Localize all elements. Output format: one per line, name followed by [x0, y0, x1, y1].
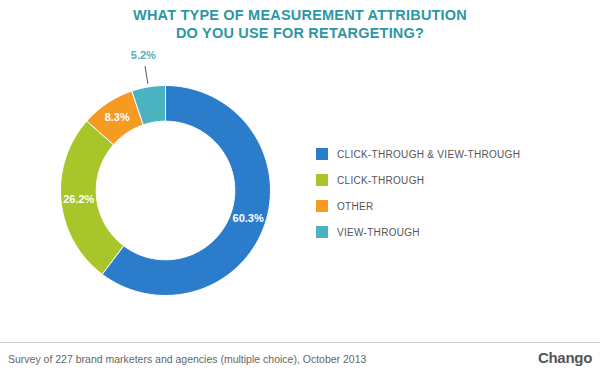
svg-text:26.2%: 26.2% [63, 193, 94, 205]
html-text:OTHER: OTHER [337, 200, 374, 212]
svg-text:5.2%: 5.2% [131, 50, 156, 61]
html-text:WHAT TYPE OF MEASUREMENT ATTRI: WHAT TYPE OF MEASUREMENT ATTRIBUTION DO … [133, 7, 467, 41]
html-text:Survey of 227 brand marketers: Survey of 227 brand marketers and agenci… [8, 353, 367, 365]
html-text:CLICK-THROUGH: CLICK-THROUGH [337, 174, 425, 186]
html-text:VIEW-THROUGH: VIEW-THROUGH [337, 226, 420, 238]
svg-text:60.3%: 60.3% [233, 212, 264, 224]
svg-text:8.3%: 8.3% [105, 111, 130, 123]
html-text:Chango: Chango [538, 349, 592, 366]
html-text:CLICK-THROUGH & VIEW-THROUGH: CLICK-THROUGH & VIEW-THROUGH [337, 148, 521, 160]
